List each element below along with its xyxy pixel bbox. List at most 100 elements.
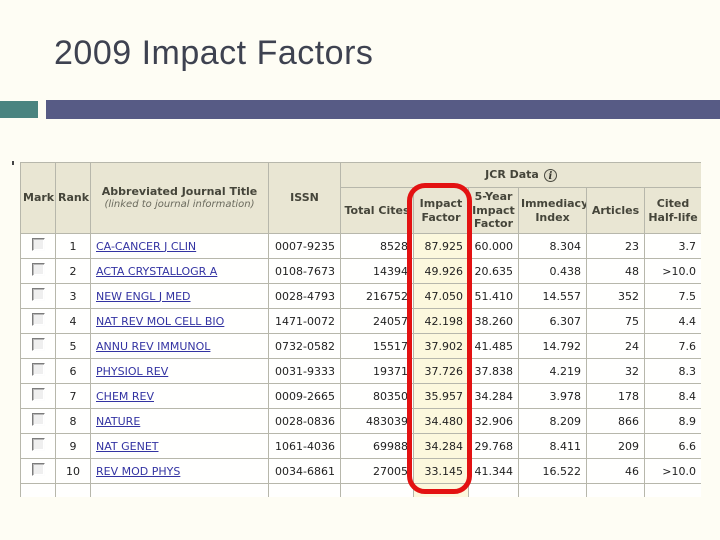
page-title: 2009 Impact Factors [54, 34, 374, 72]
accent-bar-teal [0, 101, 38, 118]
journal-link[interactable]: NATURE [96, 414, 141, 428]
journal-link[interactable]: ACTA CRYSTALLOGR A [96, 264, 218, 278]
mark-checkbox[interactable] [31, 313, 45, 326]
cited-half-life-cell: 6.6 [643, 433, 701, 459]
cited-half-life-cell: >10.0 [643, 258, 701, 284]
five-year-if-cell: 41.485 [468, 333, 519, 359]
immediacy-index-cell: 8.304 [518, 233, 587, 259]
rank-cell: 7 [55, 383, 91, 409]
mark-checkbox[interactable] [31, 338, 45, 351]
journal-link[interactable]: CHEM REV [96, 389, 155, 403]
col-header-cited-half-life: Cited Half-life [643, 187, 701, 234]
impact-factor-cell: 37.902 [413, 333, 469, 359]
journal-title-cell: CA-CANCER J CLIN [90, 233, 269, 259]
mark-checkbox[interactable] [31, 288, 45, 301]
table-row: 1 CA-CANCER J CLIN 0007-9235 8528 87.925 60.0… [20, 233, 701, 259]
rank-cell: 8 [55, 408, 91, 434]
table-row: 7 CHEM REV 0009-2665 80350 35.957 34.284 3.978… [20, 383, 701, 409]
immediacy-index-cell: 14.792 [518, 333, 587, 359]
jcr-table-wrapper: Mark Rank Abbreviated Journal Title (lin… [20, 162, 701, 497]
issn-cell: 0007-9235 [268, 233, 341, 259]
rank-cell: 1 [55, 233, 91, 259]
journal-title-cell: ANNU REV IMMUNOL [90, 333, 269, 359]
total-cites-cell: 15517 [340, 333, 414, 359]
five-year-if-cell: 51.410 [468, 283, 519, 309]
mark-checkbox[interactable] [31, 413, 45, 426]
empty-cell [55, 483, 91, 497]
impact-factor-cell: 34.284 [413, 433, 469, 459]
journal-title-cell: NAT GENET [90, 433, 269, 459]
mark-checkbox[interactable] [31, 263, 45, 276]
total-cites-cell: 216752 [340, 283, 414, 309]
total-cites-cell: 483039 [340, 408, 414, 434]
accent-bar-purple [46, 100, 720, 119]
col-header-issn: ISSN [268, 162, 341, 234]
journal-link[interactable]: PHYSIOL REV [96, 364, 169, 378]
articles-cell: 32 [586, 358, 645, 384]
stray-mark [12, 161, 14, 165]
col-header-total-cites: Total Cites [340, 187, 414, 234]
journal-link[interactable]: ANNU REV IMMUNOL [96, 339, 211, 353]
five-year-if-cell: 34.284 [468, 383, 519, 409]
five-year-if-cell: 38.260 [468, 308, 519, 334]
empty-cell [518, 483, 587, 497]
mark-cell [20, 308, 56, 334]
impact-factor-cell: 42.198 [413, 308, 469, 334]
impact-factor-cell: 49.926 [413, 258, 469, 284]
issn-cell: 1471-0072 [268, 308, 341, 334]
mark-checkbox[interactable] [31, 463, 45, 476]
immediacy-index-cell: 8.411 [518, 433, 587, 459]
immediacy-index-cell: 6.307 [518, 308, 587, 334]
col-header-immediacy-index: Immediacy Index [518, 187, 587, 234]
journal-title-cell: NEW ENGL J MED [90, 283, 269, 309]
empty-cell [643, 483, 701, 497]
journal-link[interactable]: NAT GENET [96, 439, 159, 453]
five-year-if-cell: 41.344 [468, 458, 519, 484]
five-year-if-cell: 37.838 [468, 358, 519, 384]
group-header-jcr-data: JCR Data i [339, 162, 701, 188]
col-header-journal-title: Abbreviated Journal Title (linked to jou… [90, 162, 269, 234]
col-header-impact-factor: Impact Factor [413, 187, 469, 234]
mark-checkbox[interactable] [31, 238, 45, 251]
journal-link[interactable]: REV MOD PHYS [96, 464, 181, 478]
jcr-table: Mark Rank Abbreviated Journal Title (lin… [20, 162, 701, 497]
info-icon[interactable]: i [543, 168, 557, 182]
articles-cell: 866 [586, 408, 645, 434]
empty-cell [340, 483, 414, 497]
issn-cell: 0009-2665 [268, 383, 341, 409]
mark-cell [20, 283, 56, 309]
rank-cell: 2 [55, 258, 91, 284]
journal-link[interactable]: CA-CANCER J CLIN [96, 239, 197, 253]
empty-cell [90, 483, 269, 497]
mark-checkbox[interactable] [31, 438, 45, 451]
total-cites-cell: 19371 [340, 358, 414, 384]
empty-cell [586, 483, 645, 497]
table-row: 8 NATURE 0028-0836 483039 34.480 32.906 8.209 8… [20, 408, 701, 434]
mark-cell [20, 433, 56, 459]
mark-cell [20, 408, 56, 434]
issn-cell: 0028-4793 [268, 283, 341, 309]
journal-title-cell: CHEM REV [90, 383, 269, 409]
issn-cell: 0028-0836 [268, 408, 341, 434]
articles-cell: 23 [586, 233, 645, 259]
impact-factor-cell: 33.145 [413, 458, 469, 484]
table-row: 5 ANNU REV IMMUNOL 0732-0582 15517 37.902 41.… [20, 333, 701, 359]
mark-checkbox[interactable] [31, 388, 45, 401]
articles-cell: 209 [586, 433, 645, 459]
empty-cell [413, 483, 469, 497]
articles-cell: 46 [586, 458, 645, 484]
journal-title-cell: REV MOD PHYS [90, 458, 269, 484]
journal-title-cell: NAT REV MOL CELL BIO [90, 308, 269, 334]
immediacy-index-cell: 16.522 [518, 458, 587, 484]
table-row: 9 NAT GENET 1061-4036 69988 34.284 29.768 8.41… [20, 433, 701, 459]
five-year-if-cell: 29.768 [468, 433, 519, 459]
table-row: 4 NAT REV MOL CELL BIO 1471-0072 24057 42.19… [20, 308, 701, 334]
five-year-if-cell: 32.906 [468, 408, 519, 434]
mark-checkbox[interactable] [31, 363, 45, 376]
journal-title-cell: ACTA CRYSTALLOGR A [90, 258, 269, 284]
journal-link[interactable]: NEW ENGL J MED [96, 289, 191, 303]
rank-cell: 5 [55, 333, 91, 359]
journal-link[interactable]: NAT REV MOL CELL BIO [96, 314, 225, 328]
immediacy-index-cell: 3.978 [518, 383, 587, 409]
col-header-mark: Mark [20, 162, 56, 234]
